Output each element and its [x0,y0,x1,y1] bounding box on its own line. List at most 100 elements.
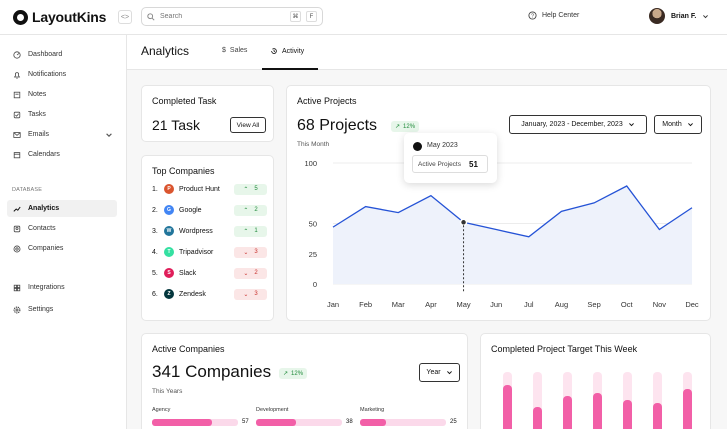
chevron-down-icon [703,14,709,18]
target-bar-fill [503,385,512,429]
sidebar-item-notes[interactable]: Notes [7,86,117,103]
target-bar-fill [653,403,662,429]
completed-task-card: Completed Task 21 Task View All [141,85,274,142]
company-change-badge: ⌃ 1 [234,225,267,237]
arrow-down-icon: ⌄ [243,291,249,298]
main-content: Analytics $ Sales Activity Completed Tas… [127,35,727,429]
company-name: Tripadvisor [179,248,214,256]
sidebar-item-calendars[interactable]: Calendars [7,146,117,163]
shortcut-f-key: F [306,11,317,22]
category-label: Development [256,407,289,413]
data-point[interactable] [459,218,468,227]
company-name: Wordpress [179,227,213,235]
year-select[interactable]: Year [419,363,460,382]
sidebar-item-companies[interactable]: Companies [7,240,117,257]
x-tick-label: Jul [524,300,534,309]
sidebar-item-label: Calendars [28,151,60,158]
period-select[interactable]: Month [654,115,702,134]
search-bar[interactable]: ⌘ F [141,7,323,26]
contact-icon [13,225,21,232]
logo[interactable]: LayoutKins [13,9,106,25]
sidebar-item-contacts[interactable]: Contacts [7,220,117,237]
date-range-value: January, 2023 - December, 2023 [521,121,623,128]
date-range-select[interactable]: January, 2023 - December, 2023 [509,115,647,134]
arrow-down-icon: ⌄ [243,249,249,256]
sidebar-item-label: Notes [28,91,47,98]
company-rank: 6. [152,290,158,298]
search-input[interactable] [160,13,285,20]
avatar [649,8,665,24]
target-bar-track [503,372,512,429]
sidebar-item-label: Emails [28,131,50,138]
arrow-down-icon: ⌄ [243,270,249,277]
tooltip-value: 51 [469,159,478,169]
user-menu[interactable]: Brian F. [649,8,709,24]
area-fill [333,185,692,284]
sidebar-item-tasks[interactable]: Tasks [7,106,117,123]
history-icon [271,48,277,54]
x-tick-label: Jan [327,300,339,309]
trend-up-icon: ↗ [283,371,289,377]
target-bar-track [563,372,572,429]
active-projects-chart[interactable]: 0 25 50 100 Jan Feb Mar Apr May Jun Jul Aug Sep Oct No… [287,150,710,320]
company-change-badge: ⌃ 2 [234,204,267,216]
sidebar-item-dashboard[interactable]: Dashboard [7,46,117,63]
sidebar-item-notifications[interactable]: Notifications [7,66,117,83]
card-title: Active Companies [152,344,225,354]
company-logo-icon: W [164,226,174,236]
company-row[interactable]: 3. W Wordpress ⌃ 1 [152,224,267,238]
target-bar-fill [623,400,632,429]
sidebar-toggle-button[interactable]: <> [118,10,132,24]
logo-text: LayoutKins [32,9,107,25]
sidebar-item-label: Notifications [28,71,67,78]
growth-badge: ↗ 12% [279,368,308,379]
sidebar-item-settings[interactable]: Settings [7,301,117,318]
category-value: 38 [346,419,353,425]
category-bar-fill [256,419,296,426]
category-value: 57 [242,419,249,425]
sidebar-item-label: Integrations [28,284,65,291]
y-tick-label: 25 [309,250,317,259]
tab-activity[interactable]: Activity [270,47,304,55]
task-icon [13,111,21,118]
top-bar: LayoutKins <> ⌘ F ? Help Center Brian F. [0,0,727,35]
chart-tooltip: May 2023 Active Projects 51 [404,133,497,183]
company-logo-icon: G [164,205,174,215]
note-icon [13,91,21,98]
chevron-down-icon [628,123,634,127]
help-center-label: Help Center [542,12,580,19]
company-row[interactable]: 2. G Google ⌃ 2 [152,203,267,217]
x-tick-label: Feb [359,300,372,309]
arrow-up-icon: ⌃ [243,228,249,235]
company-row[interactable]: 6. Z Zendesk ⌄ 3 [152,287,267,301]
card-title: Active Projects [297,96,357,106]
sidebar-item-integrations[interactable]: Integrations [7,279,117,296]
help-center-link[interactable]: ? Help Center [528,11,579,20]
tab-label: Sales [229,47,248,54]
company-rank: 2. [152,206,158,214]
user-name: Brian F. [671,12,697,20]
sidebar-item-emails[interactable]: Emails [7,126,117,143]
sidebar-item-analytics[interactable]: Analytics [7,200,117,217]
completed-task-value: 21 Task [152,117,200,133]
company-name: Slack [179,269,197,277]
card-title: Top Companies [152,166,215,176]
gear-icon [13,306,21,313]
tab-sales[interactable]: $ Sales [222,47,247,54]
sidebar-item-label: Companies [28,245,64,252]
view-all-button[interactable]: View All [230,117,266,133]
sidebar-item-label: Dashboard [28,51,63,58]
company-icon [13,245,21,252]
company-row[interactable]: 1. P Product Hunt ⌃ 5 [152,182,267,196]
company-logo-icon: S [164,268,174,278]
company-row[interactable]: 5. S Slack ⌄ 2 [152,266,267,280]
company-rank: 4. [152,248,158,256]
page-title: Analytics [141,44,190,58]
company-row[interactable]: 4. T Tripadvisor ⌄ 3 [152,245,267,259]
sidebar-item-label: Tasks [28,111,46,118]
x-tick-label: Mar [392,300,405,309]
logo-icon [13,9,28,25]
x-tick-label: Nov [653,300,667,309]
y-tick-label: 50 [309,220,317,229]
year-value: Year [426,369,441,376]
